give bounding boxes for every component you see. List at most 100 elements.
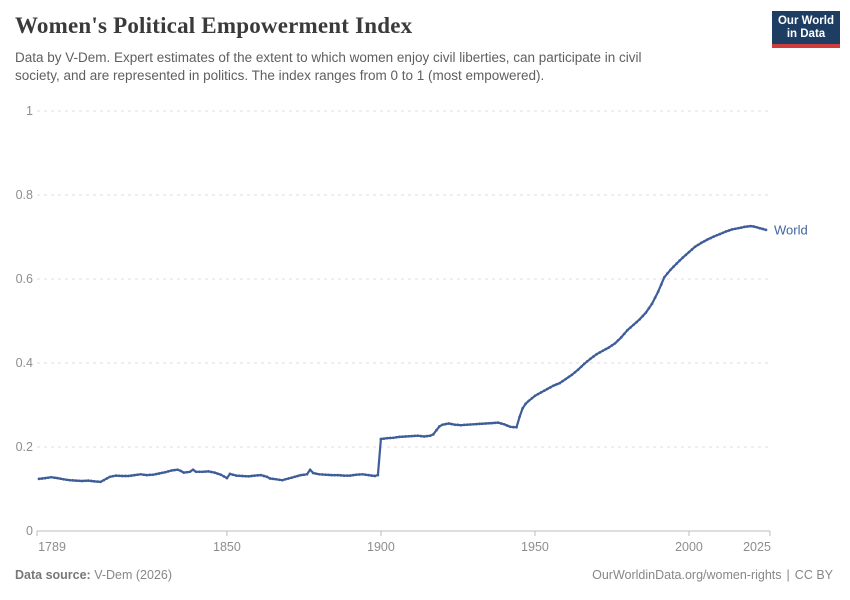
series-point [431,433,435,436]
series-point [533,394,537,398]
series-point [521,407,524,410]
series-point [62,477,65,481]
series-point [552,384,555,388]
series-point [170,469,173,472]
series-point [271,477,275,481]
series-point [176,468,179,472]
x-axis-ticks: 1789 1850 1900 1950 2000 2025 [36,531,771,554]
series-point [441,423,444,427]
series-point [90,479,93,483]
series-point [484,422,488,425]
series-point [472,422,475,426]
series-point [542,389,546,393]
series-point [678,259,682,262]
owid-logo[interactable]: Our World in Data [772,11,840,48]
series-point [555,383,558,386]
series-point [247,475,250,478]
data-source-value[interactable]: V-Dem (2026) [94,568,173,582]
series-point [515,425,518,429]
chart-footer: Data source: V-Dem (2026) OurWorldinData… [15,568,833,582]
series-point [351,473,355,477]
y-tick-label: 0.4 [16,356,33,370]
series-point [419,434,423,438]
series-point [718,232,722,236]
series-point [712,235,715,238]
series-point [293,475,297,479]
series-point [114,474,118,477]
series-point [182,471,186,474]
series-point [653,296,657,300]
series-point [345,474,349,477]
series-point [527,399,531,403]
series-point [203,470,207,473]
series-point [435,428,438,432]
series-point [305,472,309,476]
series-point [755,225,759,229]
series-point [284,477,287,481]
series-point [749,224,752,228]
series-point [592,355,595,358]
series-point [154,472,158,476]
series-point [736,226,740,230]
series-point [228,472,232,476]
series-point [93,480,96,483]
series-point [672,265,675,268]
series-line[interactable] [37,225,768,483]
series-point [136,473,139,477]
series-point [37,477,41,481]
x-tick-label: 2025 [743,540,771,554]
series-point [324,473,327,477]
series-point [549,386,552,389]
series-point [638,317,642,321]
series-point [46,476,50,480]
x-tick-label: 1850 [213,540,241,554]
series-point [666,272,669,275]
series-point [730,228,734,231]
series-point [385,436,389,440]
series-point [358,473,361,476]
series-point [207,470,210,473]
entity-label-world[interactable]: World [774,222,808,237]
series-point [290,476,293,480]
series-point [573,370,577,374]
chart-subtitle: Data by V-Dem. Expert estimates of the e… [15,50,642,83]
series-point [743,225,746,229]
series-point [139,472,143,476]
series-point [675,262,679,265]
owid-url-link[interactable]: OurWorldinData.org/women-rights [592,568,782,582]
series-point [86,479,90,482]
series-point [465,423,469,427]
series-point [601,349,605,353]
license-link[interactable]: CC BY [794,568,833,582]
series-point [117,474,121,478]
series-point [564,377,568,381]
series-point [453,423,457,427]
series-point [545,387,549,391]
series-point [512,425,515,429]
series-point [53,476,56,480]
series-point [595,352,598,356]
series-point [339,474,343,477]
series-point [96,480,99,483]
series-world[interactable] [37,224,768,484]
series-point [259,473,263,477]
series-point [598,351,602,354]
series-point [687,250,691,254]
series-point [481,422,484,426]
series-point [468,423,472,426]
series-point [281,478,284,482]
series-point [410,434,414,438]
series-point [398,435,401,439]
series-point [120,474,124,478]
series-point [49,475,53,479]
series-point [604,347,608,351]
series-point [296,474,300,478]
series-point [265,475,269,479]
series-point [71,479,75,482]
series-point [277,478,281,482]
series-point [499,422,503,425]
series-point [308,468,312,472]
series-point [761,227,765,231]
series-point [425,434,429,438]
series-point [690,248,694,251]
